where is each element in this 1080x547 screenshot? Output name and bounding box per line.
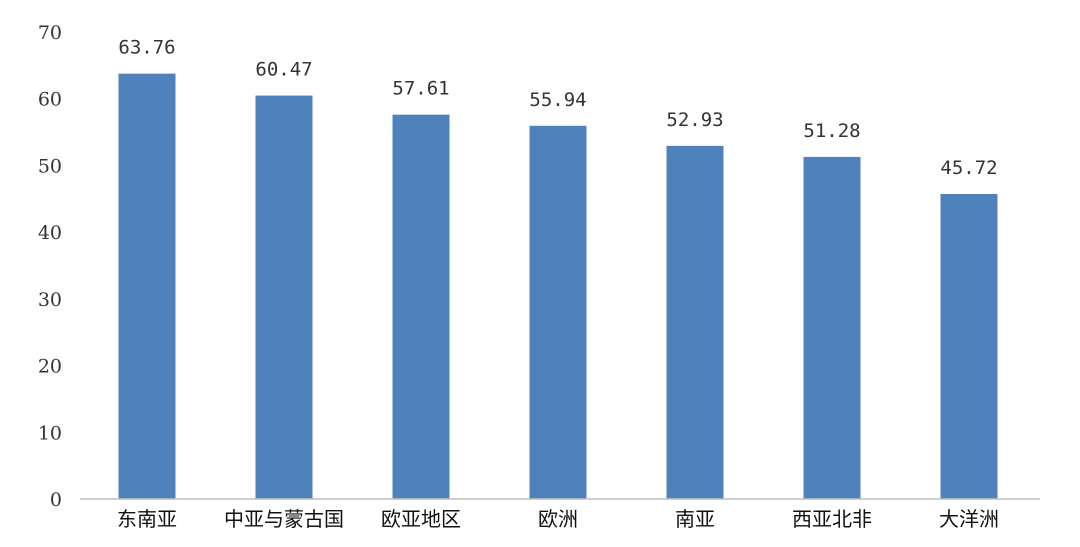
- y-tick-label: 60: [38, 89, 62, 111]
- category-label-6: 西亚北非: [792, 507, 872, 531]
- category-label-1: 东南亚: [117, 507, 177, 531]
- data-label-3: 57.61: [392, 78, 449, 100]
- bar-5: [666, 145, 724, 499]
- bar-4: [529, 125, 587, 499]
- data-label-1: 63.76: [118, 37, 175, 59]
- bar-6: [803, 156, 861, 499]
- y-tick-label: 40: [38, 222, 62, 244]
- category-label-7: 大洋洲: [939, 507, 999, 531]
- y-tick-label: 20: [38, 356, 62, 378]
- data-label-5: 52.93: [666, 109, 723, 131]
- data-label-2: 60.47: [255, 59, 312, 81]
- bar-3: [392, 114, 450, 499]
- category-label-3: 欧亚地区: [381, 507, 461, 531]
- y-tick-label: 70: [38, 22, 62, 44]
- data-label-6: 51.28: [803, 120, 860, 142]
- y-tick-label: 30: [38, 289, 62, 311]
- bars-group: [118, 73, 998, 500]
- y-tick-label: 0: [50, 489, 62, 511]
- category-labels-group: 东南亚 中亚与蒙古国 欧亚地区 欧洲 南亚 西亚北非 大洋洲: [117, 507, 999, 531]
- category-label-4: 欧洲: [538, 507, 578, 531]
- data-labels-group: 63.76 60.47 57.61 55.94 52.93 51.28 45.72: [118, 37, 997, 179]
- bar-7: [940, 193, 998, 499]
- y-tick-label: 50: [38, 155, 62, 177]
- bar-2: [255, 95, 313, 500]
- y-axis-tick-labels: 0 10 20 30 40 50 60 70: [38, 22, 62, 511]
- data-label-7: 45.72: [940, 157, 997, 179]
- data-label-4: 55.94: [529, 89, 586, 111]
- y-tick-label: 10: [38, 422, 62, 444]
- bar-1: [118, 73, 176, 500]
- category-label-2: 中亚与蒙古国: [224, 507, 344, 531]
- category-label-5: 南亚: [675, 507, 715, 531]
